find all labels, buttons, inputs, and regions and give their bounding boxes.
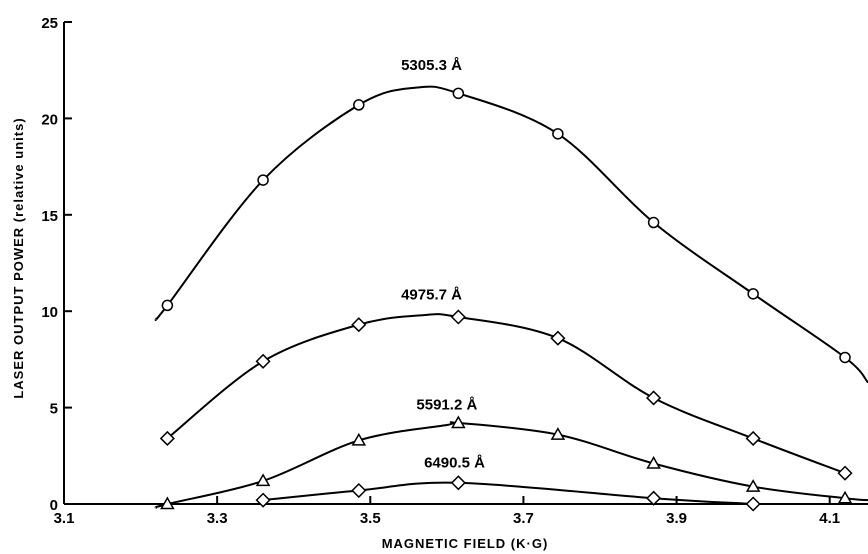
data-point-circle — [647, 216, 660, 229]
data-point-diamond — [646, 490, 662, 506]
x-tick-label: 3.1 — [54, 510, 75, 527]
data-point-triangle — [745, 479, 761, 492]
data-point-diamond — [255, 353, 271, 369]
data-point-triangle — [255, 473, 271, 487]
series-label-1: 4975.7 Å — [401, 287, 462, 304]
x-tick-label: 4.1 — [819, 510, 840, 527]
series-labels: 5305.3 Å 4975.7 Å 5591.2 Å 6490.5 Å — [401, 57, 485, 471]
y-tick-label: 25 — [41, 15, 58, 32]
data-point-diamond — [550, 330, 566, 346]
data-point-circle — [839, 351, 851, 364]
data-point-diamond — [159, 430, 175, 447]
data-point-diamond — [351, 482, 367, 499]
data-point-triangle — [451, 415, 466, 429]
y-tick-label: 10 — [41, 304, 58, 321]
data-point-triangle — [160, 496, 175, 510]
data-point-triangle — [351, 432, 367, 446]
data-point-triangle — [550, 427, 566, 440]
axes — [63, 22, 868, 505]
x-tick-label: 3.7 — [513, 510, 534, 527]
series-label-2: 5591.2 Å — [416, 397, 477, 414]
series-line-2 — [154, 421, 868, 509]
x-axis-title: MAGNETIC FIELD (K·G) — [382, 536, 549, 551]
data-point-diamond — [450, 309, 466, 325]
data-point-circle — [353, 99, 365, 111]
y-tick-label: 5 — [50, 401, 58, 418]
data-point-circle — [552, 128, 564, 140]
data-point-circle — [747, 288, 759, 300]
data-point-circle — [452, 87, 465, 100]
series-line-1 — [166, 313, 846, 475]
x-tick-label: 3.3 — [207, 510, 228, 527]
x-tick-label: 3.5 — [360, 510, 381, 527]
series-markers — [159, 87, 853, 512]
ticks: 3.1 3.3 3.5 3.7 3.9 4.1 0 5 10 15 20 25 — [41, 15, 840, 527]
data-point-diamond — [351, 317, 367, 333]
data-point-diamond — [450, 475, 466, 491]
series-curves — [154, 85, 868, 509]
y-tick-label: 20 — [41, 111, 58, 128]
series-line-0 — [154, 85, 868, 384]
y-tick-label: 0 — [50, 497, 58, 514]
data-point-circle — [161, 299, 174, 312]
y-axis-title: LASER OUTPUT POWER (relative units) — [11, 117, 26, 398]
x-tick-label: 3.9 — [666, 510, 687, 527]
data-point-diamond — [745, 430, 761, 447]
data-point-diamond — [255, 492, 271, 508]
series-line-3 — [262, 481, 754, 505]
data-point-triangle — [646, 456, 661, 469]
data-point-diamond — [646, 390, 662, 406]
data-point-diamond — [745, 496, 761, 512]
data-point-triangle — [837, 490, 853, 504]
data-point-circle — [257, 174, 269, 186]
y-tick-label: 15 — [41, 208, 58, 225]
series-label-3: 6490.5 Å — [424, 454, 485, 471]
series-label-0: 5305.3 Å — [401, 57, 462, 74]
data-point-diamond — [837, 465, 853, 481]
